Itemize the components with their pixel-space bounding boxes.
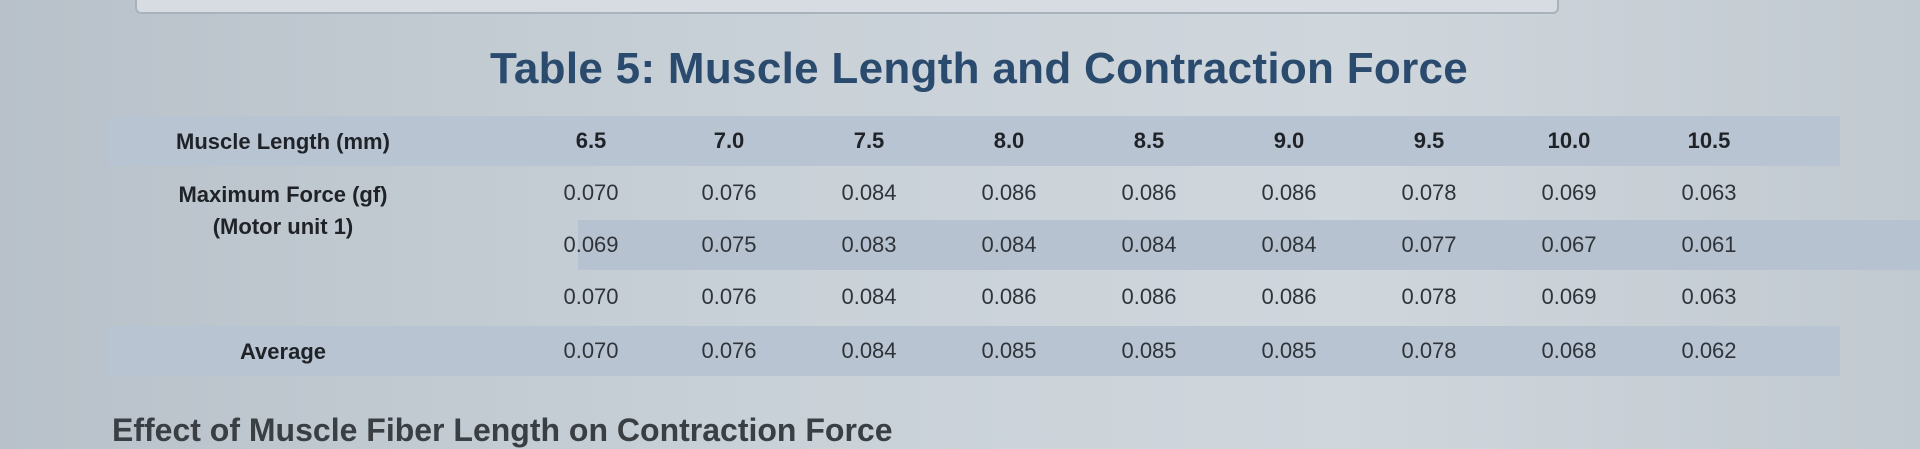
force-cell: 0.084 — [841, 284, 897, 309]
force-cell: 0.086 — [981, 284, 1037, 309]
force-cell: 0.076 — [701, 180, 757, 205]
force-cell: 0.069 — [1541, 180, 1597, 205]
length-cell: 7.0 — [713, 128, 745, 153]
table-title: Table 5: Muscle Length and Contraction F… — [490, 44, 1469, 93]
length-cell: 8.5 — [1133, 128, 1165, 153]
max-force-label-line2: (Motor unit 1) — [212, 214, 354, 239]
force-cell: 0.075 — [701, 232, 757, 257]
force-cell: 0.084 — [1121, 232, 1177, 257]
force-cell: 0.078 — [1401, 284, 1457, 309]
force-cell: 0.061 — [1681, 232, 1737, 257]
force-cell: 0.084 — [841, 180, 897, 205]
max-force-label-line1: Maximum Force (gf) — [178, 182, 388, 207]
length-cell: 6.5 — [575, 128, 607, 153]
force-cell: 0.083 — [841, 232, 897, 257]
force-cell: 0.063 — [1681, 180, 1737, 205]
force-cell: 0.078 — [1401, 180, 1457, 205]
force-cell: 0.069 — [1541, 284, 1597, 309]
force-cell: 0.086 — [1121, 284, 1177, 309]
length-cell: 10.5 — [1687, 128, 1731, 153]
force-cell: 0.086 — [1121, 180, 1177, 205]
section-heading: Effect of Muscle Fiber Length on Contrac… — [112, 412, 893, 448]
trial-row-2: 0.069 0.075 0.083 0.084 0.084 0.084 0.07… — [563, 220, 1920, 270]
muscle-length-label: Muscle Length (mm) — [176, 129, 390, 154]
force-cell: 0.070 — [563, 284, 619, 309]
average-cell: 0.085 — [1261, 338, 1317, 363]
length-cell: 7.5 — [853, 128, 885, 153]
force-cell: 0.086 — [1261, 284, 1317, 309]
force-cell: 0.077 — [1401, 232, 1457, 257]
average-cell: 0.084 — [841, 338, 897, 363]
force-cell: 0.067 — [1541, 232, 1597, 257]
average-cell: 0.068 — [1541, 338, 1597, 363]
average-cell: 0.078 — [1401, 338, 1457, 363]
trial-row-3: 0.070 0.076 0.084 0.086 0.086 0.086 0.07… — [108, 272, 1840, 322]
trial-row-1: 0.070 0.076 0.084 0.086 0.086 0.086 0.07… — [108, 168, 1840, 218]
data-table: Muscle Length (mm) 6.5 7.0 7.5 8.0 8.5 9… — [108, 116, 1920, 378]
length-cell: 9.5 — [1413, 128, 1445, 153]
force-cell: 0.084 — [1261, 232, 1317, 257]
previous-section-frame — [135, 0, 1559, 14]
length-cell: 10.0 — [1547, 128, 1591, 153]
length-cell: 8.0 — [993, 128, 1025, 153]
average-row: Average 0.070 0.076 0.084 0.085 0.085 0.… — [108, 326, 1840, 376]
max-force-label: Maximum Force (gf) (Motor unit 1) — [108, 179, 458, 243]
average-cell: 0.070 — [563, 338, 619, 363]
average-cell: 0.076 — [701, 338, 757, 363]
average-cell: 0.062 — [1681, 338, 1737, 363]
header-row: Muscle Length (mm) 6.5 7.0 7.5 8.0 8.5 9… — [108, 116, 1840, 166]
force-cell: 0.076 — [701, 284, 757, 309]
force-cell: 0.086 — [1261, 180, 1317, 205]
force-cell: 0.070 — [563, 180, 619, 205]
average-cell: 0.085 — [1121, 338, 1177, 363]
force-cell: 0.086 — [981, 180, 1037, 205]
force-cell: 0.084 — [981, 232, 1037, 257]
length-cell: 9.0 — [1273, 128, 1305, 153]
average-label: Average — [239, 339, 326, 364]
force-cell: 0.063 — [1681, 284, 1737, 309]
average-cell: 0.085 — [981, 338, 1037, 363]
force-cell: 0.069 — [563, 232, 619, 257]
